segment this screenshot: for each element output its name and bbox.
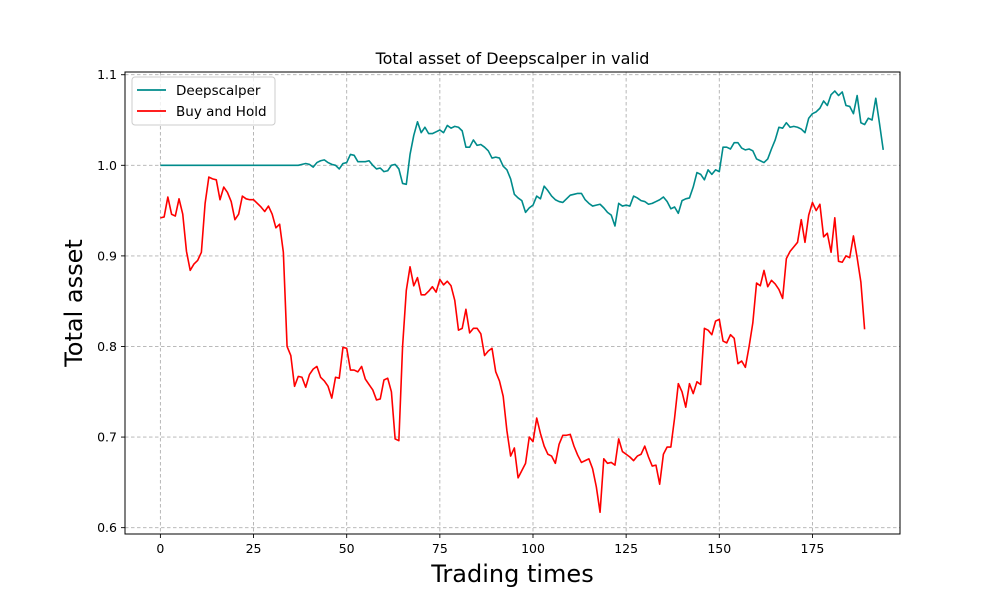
x-tick-label: 0 [156,541,164,556]
chart-title: Total asset of Deepscalper in valid [375,49,650,68]
y-tick-label: 0.8 [97,339,117,354]
y-tick-label: 0.7 [97,430,117,445]
legend: Deepscalper Buy and Hold [132,77,275,125]
x-tick-label: 50 [339,541,355,556]
legend-label-buy-and-hold: Buy and Hold [176,104,267,120]
x-tick-label: 125 [614,541,638,556]
x-tick-label: 175 [801,541,825,556]
x-axis-label: Trading times [430,560,593,588]
y-axis-label: Total asset [60,239,88,368]
legend-label-deepscalper: Deepscalper [176,83,261,99]
y-tick-label: 0.9 [97,248,117,263]
y-tick-label: 1.1 [97,67,117,82]
x-tick-label: 75 [432,541,448,556]
y-tick-label: 0.6 [97,520,117,535]
x-tick-label: 150 [707,541,731,556]
y-tick-label: 1.0 [97,158,117,173]
x-tick-label: 100 [521,541,545,556]
x-tick-label: 25 [246,541,262,556]
